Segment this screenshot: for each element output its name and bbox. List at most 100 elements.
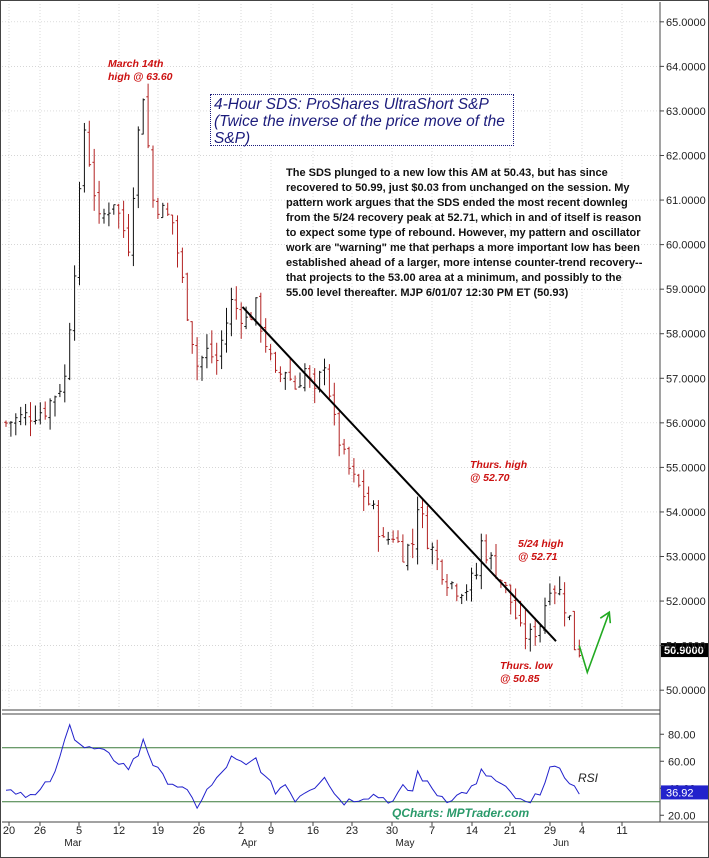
price-bar bbox=[28, 402, 33, 437]
chart-title-box: 4-Hour SDS: ProShares UltraShort S&P (Tw… bbox=[210, 94, 514, 147]
price-bar bbox=[386, 531, 390, 545]
price-bar bbox=[210, 330, 214, 364]
price-bar bbox=[165, 202, 170, 216]
price-bar bbox=[121, 200, 126, 238]
price-bar bbox=[190, 321, 194, 354]
date-tick-label: 26 bbox=[193, 825, 205, 837]
price-bar bbox=[180, 247, 185, 283]
price-bar bbox=[234, 286, 239, 320]
price-bar bbox=[415, 496, 420, 565]
rsi-current-label: 36.92 bbox=[666, 787, 694, 799]
last-price-label: 50.9000 bbox=[664, 645, 704, 657]
price-bar bbox=[327, 364, 332, 399]
date-tick-label: 12 bbox=[113, 825, 125, 837]
price-bar bbox=[131, 187, 136, 267]
price-bar bbox=[141, 98, 145, 135]
price-tick-label: 63.0000 bbox=[666, 106, 706, 118]
price-bar bbox=[72, 265, 77, 341]
chart-title: 4-Hour SDS: ProShares UltraShort S&P bbox=[214, 96, 489, 113]
price-bar bbox=[410, 528, 415, 559]
price-bar bbox=[381, 527, 386, 538]
price-bar bbox=[219, 330, 224, 370]
price-bar bbox=[185, 272, 190, 321]
trendline bbox=[241, 306, 557, 642]
rsi-label: RSI bbox=[578, 771, 599, 785]
price-bar bbox=[102, 208, 106, 224]
chart-subtitle: (Twice the inverse of the price move of … bbox=[214, 113, 505, 147]
price-bar bbox=[126, 214, 131, 257]
price-bar bbox=[322, 358, 327, 386]
price-bar bbox=[273, 351, 278, 373]
price-bar bbox=[459, 593, 464, 605]
price-bar bbox=[48, 398, 52, 430]
date-tick-label: 16 bbox=[307, 825, 319, 837]
price-bar bbox=[567, 615, 572, 621]
annotation-thurs-low: Thurs. low @ 50.85 bbox=[500, 660, 553, 685]
price-bar bbox=[263, 318, 268, 353]
price-bar bbox=[92, 148, 96, 211]
price-bar bbox=[229, 287, 234, 337]
price-bar bbox=[116, 203, 121, 229]
price-bar bbox=[523, 609, 528, 650]
date-tick-label: 26 bbox=[34, 825, 46, 837]
price-bar bbox=[572, 610, 577, 651]
price-bar bbox=[347, 446, 351, 475]
price-bar bbox=[376, 500, 381, 552]
date-tick-label: 30 bbox=[386, 825, 398, 837]
date-tick-label: 7 bbox=[429, 825, 435, 837]
price-bar bbox=[420, 498, 425, 529]
price-bar bbox=[518, 600, 523, 627]
price-tick-label: 55.0000 bbox=[666, 462, 706, 474]
price-bar bbox=[293, 375, 297, 390]
month-label: May bbox=[396, 838, 415, 849]
price-bar bbox=[161, 202, 165, 219]
price-tick-label: 61.0000 bbox=[666, 195, 706, 207]
price-bar bbox=[533, 617, 537, 646]
price-bar bbox=[469, 567, 474, 602]
price-bar bbox=[406, 543, 410, 571]
price-tick-label: 64.0000 bbox=[666, 61, 706, 73]
price-bar bbox=[195, 337, 199, 381]
price-tick-label: 60.0000 bbox=[666, 240, 706, 252]
price-bar bbox=[342, 438, 346, 455]
price-tick-label: 51.0000 bbox=[666, 641, 706, 653]
price-bar bbox=[303, 363, 307, 392]
price-tick-label: 52.0000 bbox=[666, 596, 706, 608]
price-bar bbox=[112, 204, 116, 215]
rsi-tick-label: 80.00 bbox=[668, 729, 696, 741]
price-bar bbox=[63, 364, 67, 403]
price-bar bbox=[455, 583, 459, 602]
price-bar bbox=[474, 562, 479, 580]
price-tick-label: 62.0000 bbox=[666, 150, 706, 162]
month-label: Apr bbox=[241, 838, 257, 849]
month-label: Mar bbox=[64, 838, 82, 849]
price-tick-label: 54.0000 bbox=[666, 507, 706, 519]
price-bar bbox=[200, 355, 204, 381]
price-bar bbox=[513, 588, 518, 620]
price-tick-label: 50.0000 bbox=[666, 685, 706, 697]
price-tick-label: 53.0000 bbox=[666, 552, 706, 564]
price-bar bbox=[156, 197, 160, 219]
price-bar bbox=[337, 411, 341, 457]
date-tick-label: 21 bbox=[504, 825, 516, 837]
date-tick-label: 11 bbox=[616, 825, 627, 837]
last-price-tag bbox=[661, 643, 708, 658]
price-bar bbox=[53, 395, 57, 417]
price-tick-label: 65.0000 bbox=[666, 17, 706, 29]
price-bar bbox=[489, 552, 493, 570]
price-bar bbox=[170, 214, 175, 235]
projection-arrow bbox=[578, 611, 611, 675]
price-bar bbox=[175, 215, 180, 268]
price-bar bbox=[224, 307, 229, 353]
price-bar bbox=[97, 180, 101, 224]
price-bar bbox=[23, 403, 28, 426]
price-bar bbox=[562, 582, 567, 627]
price-bar bbox=[450, 581, 454, 590]
price-bar bbox=[146, 83, 150, 149]
price-bar bbox=[298, 372, 302, 388]
price-bar bbox=[430, 542, 435, 565]
price-bar bbox=[9, 421, 13, 437]
price-bar bbox=[425, 505, 430, 550]
date-tick-label: 23 bbox=[346, 825, 358, 837]
